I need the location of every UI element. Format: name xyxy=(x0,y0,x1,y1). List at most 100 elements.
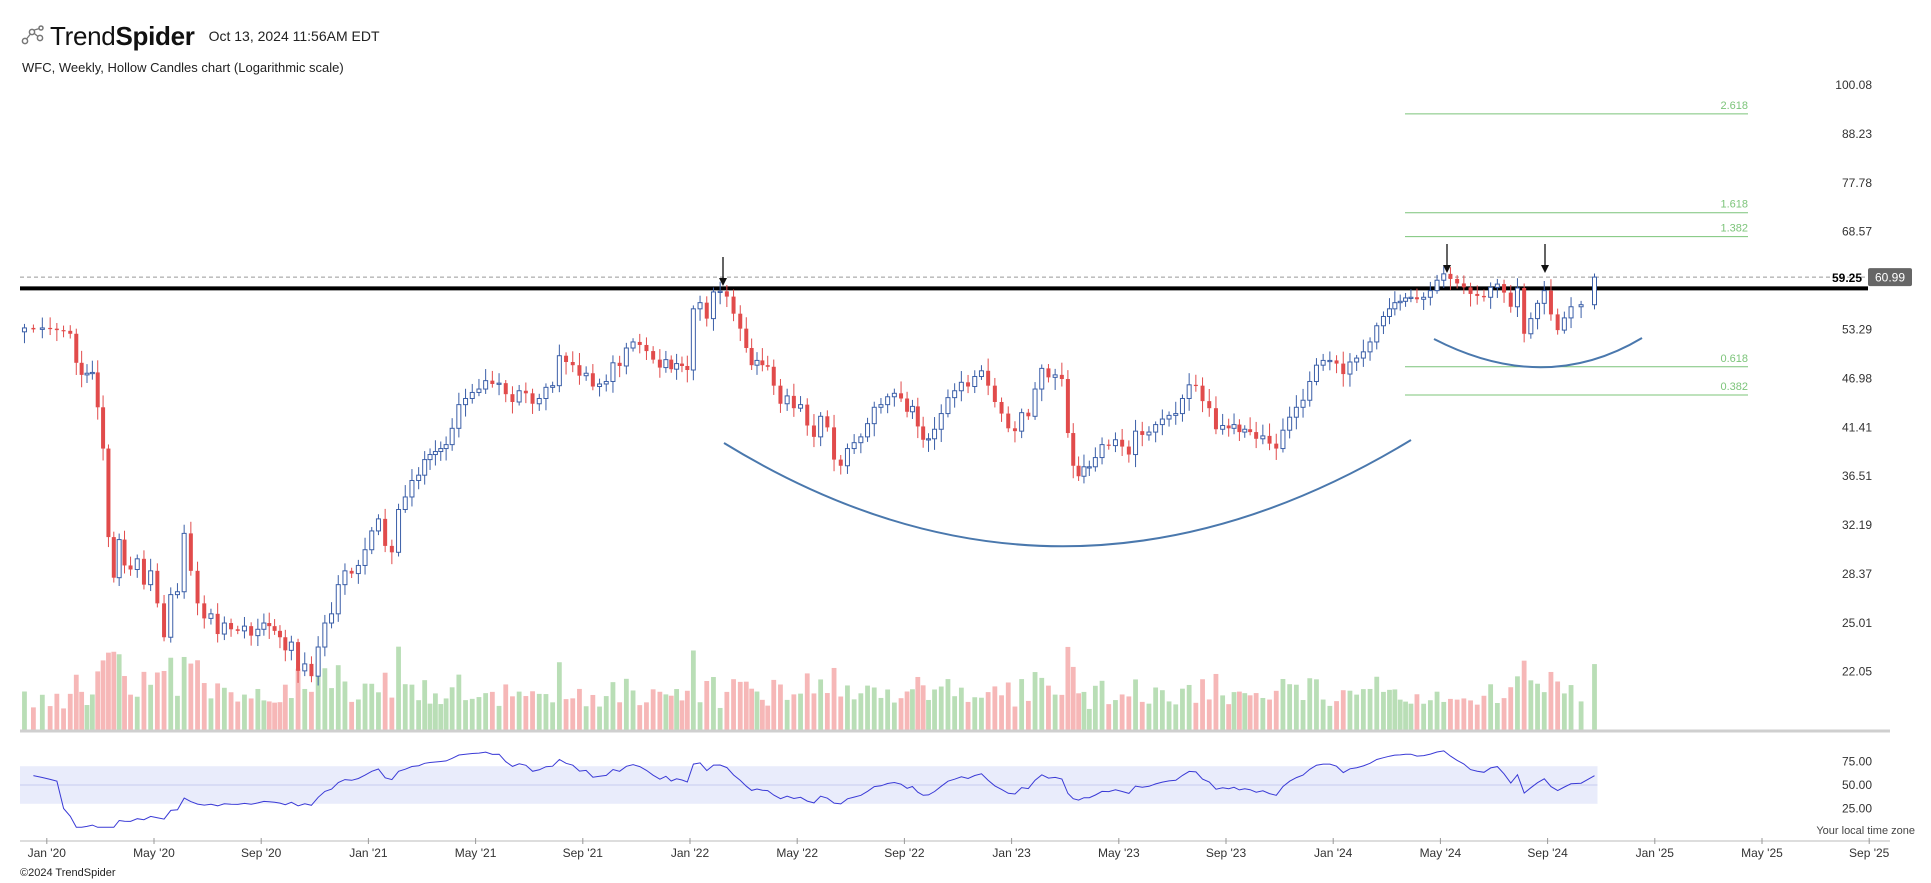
x-axis-tick: Jan '23 xyxy=(992,846,1031,860)
candle-body xyxy=(669,359,674,370)
volume-bar xyxy=(644,702,649,730)
x-axis-tick: Sep '20 xyxy=(241,846,282,860)
candle-body xyxy=(1468,287,1473,294)
volume-bar xyxy=(1260,697,1266,730)
volume-bar xyxy=(1481,695,1487,730)
candle-body xyxy=(396,509,402,553)
candle-body xyxy=(637,341,642,345)
volume-bar xyxy=(168,657,174,730)
volume-bar xyxy=(342,681,348,730)
x-axis-tick: Jan '25 xyxy=(1636,846,1675,860)
volume-bar xyxy=(438,704,444,730)
candle-body xyxy=(1226,425,1231,429)
volume-bar xyxy=(235,701,241,730)
volume-bar xyxy=(1421,703,1427,730)
volume-bar xyxy=(1086,708,1092,730)
volume-bar xyxy=(255,688,261,730)
candle-body xyxy=(1403,297,1409,302)
candle-body xyxy=(885,396,891,406)
volume-bar xyxy=(1231,692,1237,730)
volume-bar xyxy=(1427,700,1433,730)
volume-bar xyxy=(1119,694,1125,730)
volume-bar xyxy=(1139,701,1145,730)
volume-bar xyxy=(288,698,294,730)
candle-body xyxy=(168,594,174,638)
volume-bar xyxy=(1592,664,1597,730)
x-axis-tick: May '21 xyxy=(455,846,497,860)
volume-bar xyxy=(663,694,669,730)
volume-bar xyxy=(1541,692,1547,730)
candle-body xyxy=(438,448,444,453)
last-price-badge xyxy=(1868,268,1912,287)
candle-body xyxy=(651,351,656,360)
candle-body xyxy=(95,372,100,408)
volume-bar xyxy=(1360,689,1366,730)
volume-bar xyxy=(1065,646,1071,730)
candle-body xyxy=(510,394,515,402)
volume-bar xyxy=(1392,689,1398,730)
candle-body xyxy=(1374,325,1380,343)
candle-body xyxy=(427,454,433,461)
candle-body xyxy=(1535,302,1541,320)
volume-bar xyxy=(765,705,771,730)
x-axis-tick: Sep '21 xyxy=(563,846,604,860)
volume-bar xyxy=(1126,696,1132,730)
volume-bar xyxy=(804,673,810,730)
volume-bar xyxy=(523,696,529,730)
volume-bar xyxy=(754,691,760,730)
candle-body xyxy=(1287,416,1293,431)
volume-bar xyxy=(396,646,401,730)
volume-bar xyxy=(731,679,736,730)
volume-bar xyxy=(1327,705,1333,730)
candle-body xyxy=(986,370,991,386)
chart-header: TrendSpider Oct 13, 2024 11:56AM EDT xyxy=(20,21,380,51)
candle-body xyxy=(704,302,709,319)
candle-body xyxy=(116,539,122,579)
volume-bar xyxy=(476,697,482,730)
volume-bar xyxy=(463,700,468,730)
candle-body xyxy=(926,438,932,441)
candle-body xyxy=(523,390,528,394)
candle-body xyxy=(685,365,690,371)
volume-bar xyxy=(885,689,891,730)
candle-body xyxy=(717,290,723,293)
candle-body xyxy=(349,570,354,574)
volume-bar xyxy=(433,693,438,730)
candle-body xyxy=(283,637,288,651)
candle-body xyxy=(932,428,938,440)
candle-body xyxy=(610,362,616,382)
volume-bar xyxy=(39,694,45,730)
candle-body xyxy=(215,613,220,635)
volume-bar xyxy=(272,702,277,730)
candle-body xyxy=(1508,292,1513,307)
candle-body xyxy=(1341,363,1346,375)
candle-body xyxy=(1140,431,1145,435)
candle-body xyxy=(1126,446,1131,455)
volume-bar xyxy=(759,699,765,730)
candle-body xyxy=(111,537,116,578)
candle-body xyxy=(456,404,462,429)
candle-body xyxy=(1086,466,1092,469)
volume-bar xyxy=(965,701,971,730)
copyright: ©2024 TrendSpider xyxy=(20,867,116,879)
candle-body xyxy=(1173,413,1179,416)
volume-bar xyxy=(743,681,749,730)
x-axis-tick: Sep '22 xyxy=(884,846,925,860)
volume-bar xyxy=(1166,701,1172,730)
volume-bar xyxy=(416,700,422,730)
volume-bar xyxy=(61,708,66,730)
volume-bar xyxy=(1515,676,1520,730)
volume-bar xyxy=(824,693,830,730)
volume-bar xyxy=(597,706,602,730)
volume-bar xyxy=(711,677,716,730)
candle-body xyxy=(871,406,877,425)
candle-body xyxy=(375,518,381,532)
candle-body xyxy=(1254,432,1259,439)
volume-bar xyxy=(443,698,449,730)
rsi-axis-tick: 25.00 xyxy=(1842,802,1872,816)
volume-bar xyxy=(657,691,663,730)
volume-bar xyxy=(510,696,515,730)
candle-body xyxy=(1408,296,1414,299)
handle-arc xyxy=(1433,337,1643,369)
